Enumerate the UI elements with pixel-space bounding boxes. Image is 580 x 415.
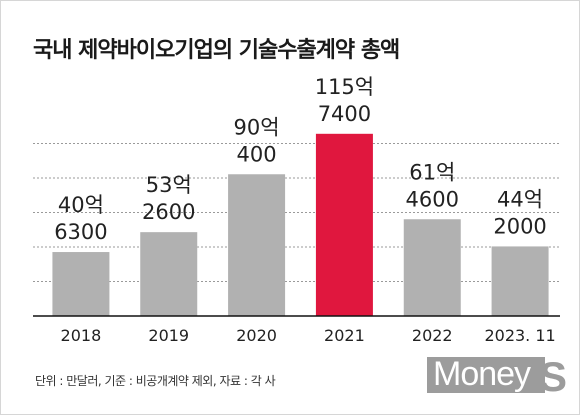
- bar: [140, 232, 198, 316]
- x-tick-label: 2019: [148, 326, 189, 345]
- data-label: 2600: [142, 200, 195, 224]
- data-label: 115억: [315, 75, 374, 99]
- data-label: 61억: [409, 160, 455, 184]
- bar: [491, 246, 549, 316]
- moneys-logo: Money S: [427, 353, 575, 400]
- bar: [52, 252, 110, 316]
- footnote: 단위 : 만달러, 기준 : 비공개계약 제외, 자료 : 각 사: [35, 374, 276, 388]
- x-tick-label: 2018: [61, 326, 102, 345]
- data-label: 2000: [493, 214, 546, 238]
- data-label: 90억: [234, 115, 280, 139]
- x-tick-label: 2020: [236, 326, 277, 345]
- data-label: 44억: [497, 187, 543, 211]
- bar: [403, 219, 461, 316]
- logo-suffix: S: [539, 353, 568, 400]
- bar: [315, 133, 373, 316]
- logo-text: Money: [433, 355, 531, 393]
- data-label: 40억: [58, 193, 104, 217]
- bar: [228, 174, 286, 316]
- data-label: 53억: [146, 173, 192, 197]
- x-tick-label: 2021: [324, 326, 365, 345]
- chart-title: 국내 제약바이오기업의 기술수출계약 총액: [33, 38, 400, 63]
- x-tick-label: 2023. 11: [484, 326, 555, 345]
- x-tick-label: 2022: [412, 326, 453, 345]
- data-label: 7400: [318, 102, 371, 126]
- data-label: 4600: [406, 187, 459, 211]
- data-label: 400: [237, 142, 277, 166]
- logo-box: [427, 357, 545, 393]
- data-label: 6300: [54, 220, 107, 244]
